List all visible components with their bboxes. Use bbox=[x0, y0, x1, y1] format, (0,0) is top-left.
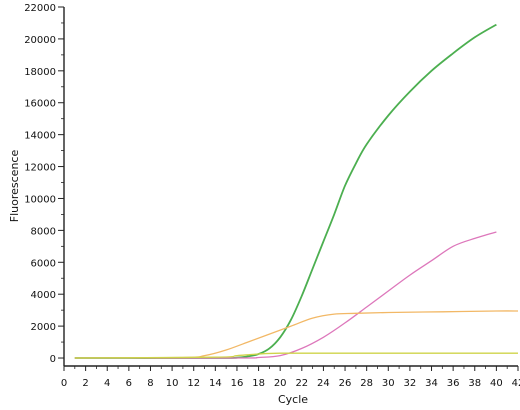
x-tick-label: 40 bbox=[490, 378, 503, 389]
series-line-3 bbox=[74, 310, 519, 359]
x-tick-label: 6 bbox=[126, 378, 132, 389]
x-tick-label: 30 bbox=[382, 378, 395, 389]
y-tick-label: 18000 bbox=[24, 67, 56, 78]
y-tick-label: 10000 bbox=[24, 194, 56, 205]
y-tick-label: 16000 bbox=[24, 99, 56, 110]
x-tick-label: 14 bbox=[209, 378, 222, 389]
plot-area: 024681012141618202224262830323436384042 … bbox=[24, 3, 520, 389]
x-tick-label: 2 bbox=[82, 378, 88, 389]
y-axis-ticks: 0 2000 4000 6000 8000 10000 12000 14000 16000 180… bbox=[24, 3, 64, 365]
x-tick-label: 8 bbox=[147, 378, 153, 389]
x-tick-label: 18 bbox=[252, 378, 265, 389]
y-tick-label: 12000 bbox=[24, 163, 56, 174]
y-tick-label: 8000 bbox=[31, 226, 56, 237]
series-layer bbox=[74, 23, 519, 359]
x-tick-label: 34 bbox=[425, 378, 438, 389]
x-tick-label: 4 bbox=[104, 378, 110, 389]
y-tick-label: 20000 bbox=[24, 35, 56, 46]
x-tick-label: 16 bbox=[231, 378, 244, 389]
x-tick-label: 28 bbox=[360, 378, 373, 389]
y-tick-label: 0 bbox=[50, 354, 56, 365]
x-tick-label: 0 bbox=[61, 378, 67, 389]
y-tick-label: 4000 bbox=[31, 290, 56, 301]
series-line-2 bbox=[74, 231, 497, 359]
x-tick-label: 24 bbox=[317, 378, 330, 389]
series-line-1 bbox=[74, 23, 497, 359]
y-tick-label: 2000 bbox=[31, 322, 56, 333]
x-tick-label: 42 bbox=[512, 378, 520, 389]
y-tick-label: 14000 bbox=[24, 131, 56, 142]
x-tick-label: 38 bbox=[468, 378, 481, 389]
x-tick-label: 22 bbox=[295, 378, 308, 389]
x-axis-title: Cycle bbox=[278, 393, 308, 406]
x-tick-label: 32 bbox=[404, 378, 417, 389]
x-tick-label: 20 bbox=[274, 378, 287, 389]
y-tick-label: 6000 bbox=[31, 258, 56, 269]
x-tick-label: 26 bbox=[339, 378, 352, 389]
series-line-4 bbox=[74, 352, 518, 359]
x-axis-ticks: 024681012141618202224262830323436384042 bbox=[61, 366, 520, 389]
x-tick-label: 10 bbox=[166, 378, 179, 389]
y-tick-label: 22000 bbox=[24, 3, 56, 14]
x-tick-label: 36 bbox=[447, 378, 460, 389]
x-tick-label: 12 bbox=[187, 378, 200, 389]
y-axis-title: Fluorescence bbox=[8, 150, 21, 223]
